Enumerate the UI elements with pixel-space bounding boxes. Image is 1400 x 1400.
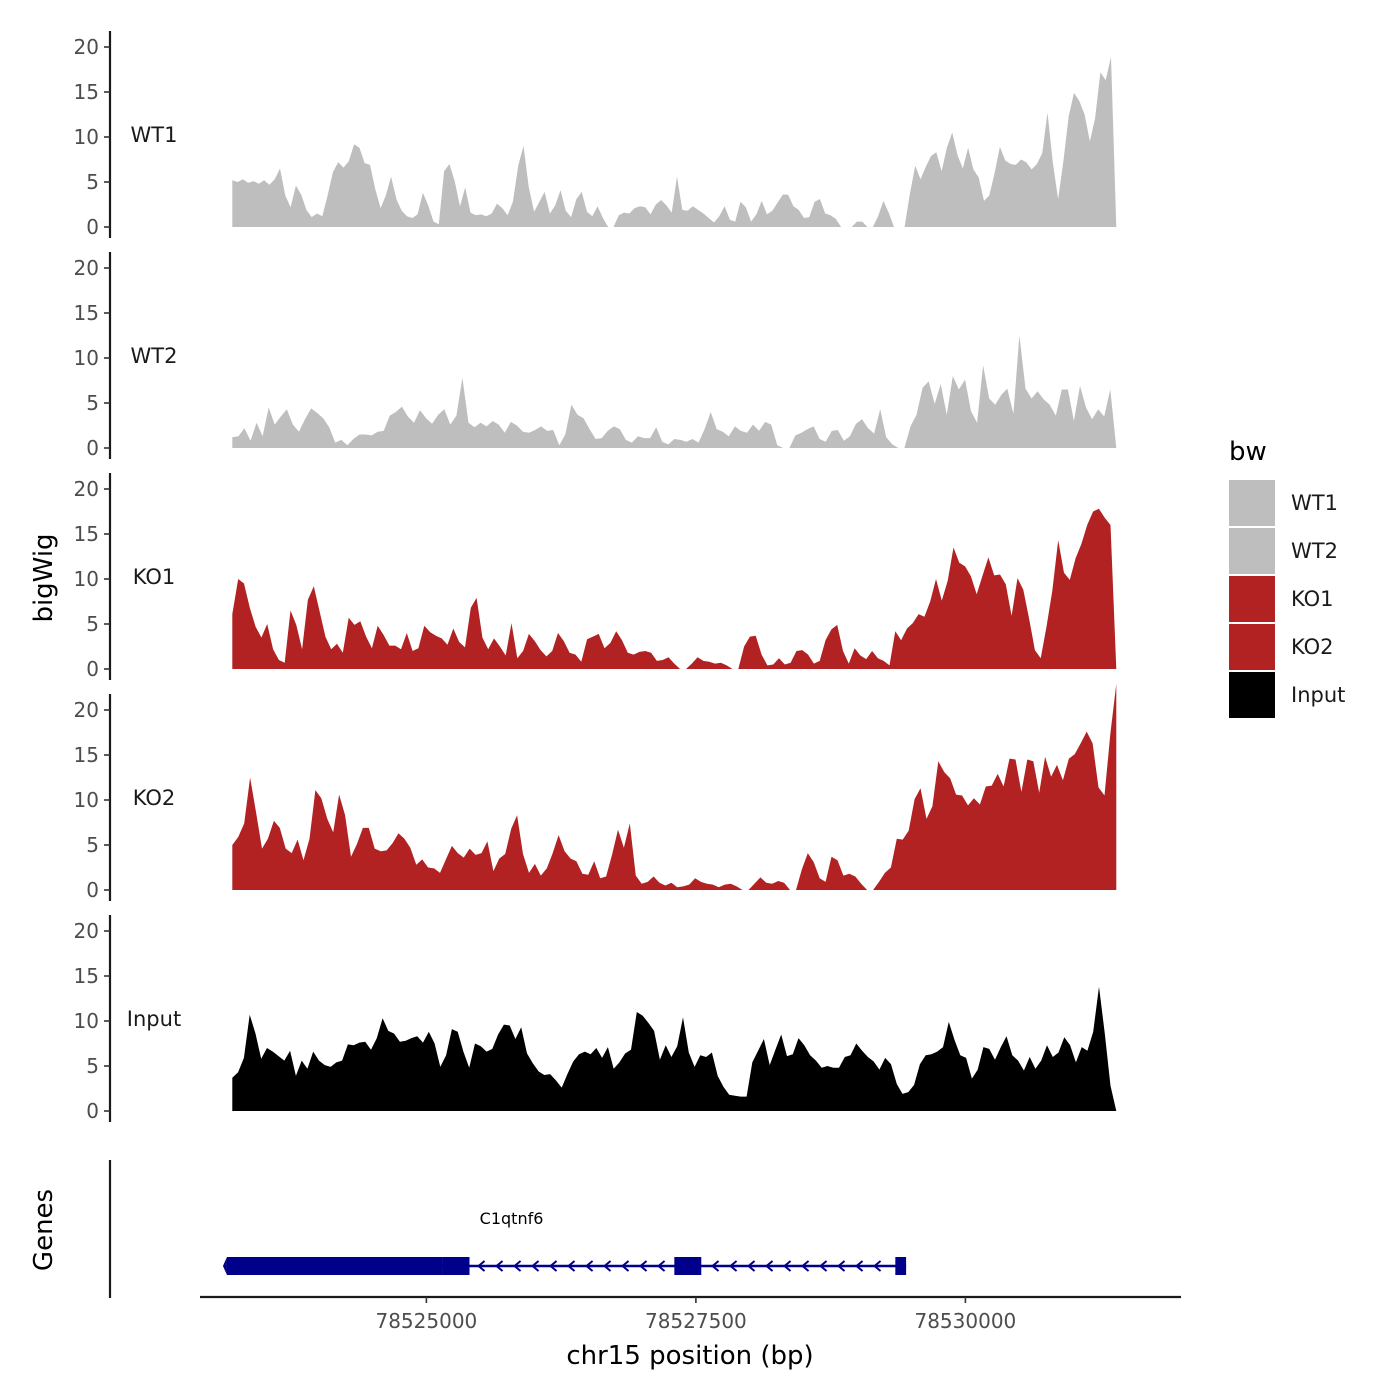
- track-label-wt2: WT2: [131, 344, 178, 368]
- y-tick-label: 5: [86, 170, 99, 194]
- strand-arrow: [728, 1260, 738, 1272]
- tracks-layer: 0 5 10 15 20 WT1 0 5 10 15 20 WT2 0 5 10 15 20 KO1 0 5 10 15 2…: [74, 31, 1117, 1123]
- strand-arrow: [620, 1260, 630, 1272]
- y-tick-label: 15: [74, 743, 99, 767]
- x-tick-label: 78525000: [375, 1309, 477, 1333]
- strand-arrow: [656, 1260, 666, 1272]
- track-label-ko2: KO2: [133, 786, 176, 810]
- y-tick-label: 0: [86, 436, 99, 460]
- legend-label-ko1: KO1: [1291, 587, 1334, 611]
- y-tick-label: 10: [74, 125, 99, 149]
- strand-arrow: [818, 1260, 828, 1272]
- axis-titles: bigWig Genes chr15 position (bp): [29, 533, 814, 1371]
- y-tick-label: 20: [74, 35, 99, 59]
- gene-exon: [895, 1257, 907, 1275]
- strand-arrow: [530, 1260, 540, 1272]
- strand-arrow: [512, 1260, 522, 1272]
- y-tick-label: 15: [74, 964, 99, 988]
- strand-arrow: [548, 1260, 558, 1272]
- legend-label-input: Input: [1291, 683, 1345, 707]
- legend-label-ko2: KO2: [1291, 635, 1334, 659]
- track-label-wt1: WT1: [131, 123, 178, 147]
- y-tick-label: 15: [74, 80, 99, 104]
- y-tick-label: 20: [74, 256, 99, 280]
- x-tick-label: 78530000: [914, 1309, 1016, 1333]
- legend: bw WT1 WT2 KO1 KO2 Input: [1229, 437, 1345, 718]
- strand-arrow: [800, 1260, 810, 1272]
- strand-arrow: [710, 1260, 720, 1272]
- y-tick-label: 0: [86, 878, 99, 902]
- y-tick-label: 0: [86, 215, 99, 239]
- gene-utr-block: [226, 1257, 443, 1275]
- y-tick-label: 5: [86, 833, 99, 857]
- track-label-ko1: KO1: [133, 565, 176, 589]
- strand-arrow: [836, 1260, 846, 1272]
- coverage-area-wt1: [232, 56, 1117, 228]
- strand-arrow: [872, 1260, 882, 1272]
- legend-key-input: [1229, 672, 1275, 718]
- gene-label: C1qtnf6: [480, 1209, 544, 1228]
- gene-strand-tip: [222, 1257, 227, 1275]
- x-tick-label: 78527500: [645, 1309, 747, 1333]
- y-tick-label: 10: [74, 346, 99, 370]
- y-tick-label: 20: [74, 477, 99, 501]
- y-tick-label: 5: [86, 391, 99, 415]
- y-tick-label: 15: [74, 301, 99, 325]
- legend-title: bw: [1229, 437, 1267, 467]
- legend-key-ko1: [1229, 576, 1275, 622]
- legend-key-ko2: [1229, 624, 1275, 670]
- legend-key-wt2: [1229, 528, 1275, 574]
- legend-key-wt1: [1229, 480, 1275, 526]
- x-axis: 78525000 78527500 78530000: [200, 1295, 1181, 1333]
- y-tick-label: 15: [74, 522, 99, 546]
- strand-arrow: [764, 1260, 774, 1272]
- track-label-input: Input: [127, 1007, 181, 1031]
- y-axis-title: bigWig: [29, 533, 59, 622]
- legend-label-wt1: WT1: [1291, 491, 1338, 515]
- y-tick-label: 0: [86, 657, 99, 681]
- y-tick-label: 20: [74, 698, 99, 722]
- strand-arrow: [638, 1260, 648, 1272]
- gene-c1qtnf6: C1qtnf6: [222, 1209, 907, 1275]
- track-wt1: 0 5 10 15 20 WT1: [74, 31, 1117, 239]
- track-ko1: 0 5 10 15 20 KO1: [74, 473, 1117, 681]
- x-axis-title: chr15 position (bp): [566, 1341, 813, 1371]
- strand-arrow: [494, 1260, 504, 1272]
- strand-arrow: [854, 1260, 864, 1272]
- coverage-area-ko2: [232, 683, 1117, 890]
- coverage-area-wt2: [232, 335, 1117, 448]
- strand-arrow: [584, 1260, 594, 1272]
- strand-arrow: [476, 1260, 486, 1272]
- genes-panel: C1qtnf6: [108, 1160, 907, 1298]
- y-tick-label: 10: [74, 1009, 99, 1033]
- track-wt2: 0 5 10 15 20 WT2: [74, 252, 1117, 460]
- coverage-area-ko1: [232, 508, 1117, 669]
- y-tick-label: 0: [86, 1099, 99, 1123]
- y-tick-label: 5: [86, 612, 99, 636]
- strand-arrow: [602, 1260, 612, 1272]
- coverage-area-input: [232, 986, 1117, 1111]
- track-ko2: 0 5 10 15 20 KO2: [74, 683, 1117, 902]
- y-tick-label: 10: [74, 567, 99, 591]
- track-input: 0 5 10 15 20 Input: [74, 915, 1117, 1123]
- legend-label-wt2: WT2: [1291, 539, 1338, 563]
- y-tick-label: 20: [74, 919, 99, 943]
- strand-arrow: [566, 1260, 576, 1272]
- y-tick-label: 5: [86, 1054, 99, 1078]
- strand-arrow: [746, 1260, 756, 1272]
- strand-arrow: [782, 1260, 792, 1272]
- gene-exon: [674, 1257, 702, 1275]
- y-tick-label: 10: [74, 788, 99, 812]
- gene-exon: [442, 1257, 470, 1275]
- genes-panel-title: Genes: [29, 1189, 59, 1271]
